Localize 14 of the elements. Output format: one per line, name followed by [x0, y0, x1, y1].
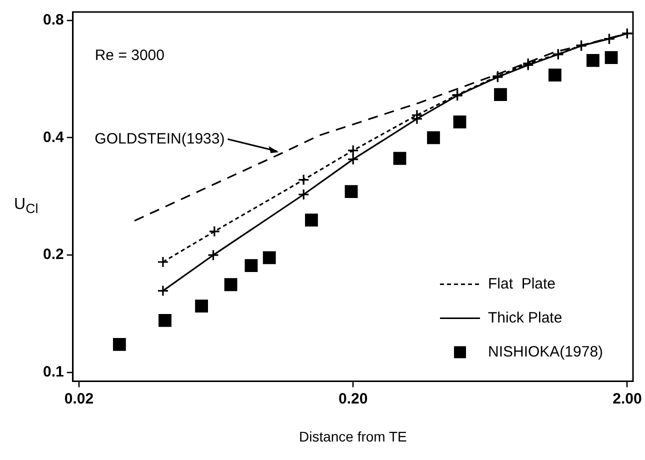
y-axis-title: U$_{Cl}$ [14, 196, 38, 216]
y-tick-label: 0.2 [42, 246, 64, 264]
legend-label: Flat Plate [488, 275, 556, 292]
y-tick-label: 0.4 [42, 128, 64, 146]
y-tick-label: 0.8 [42, 11, 64, 28]
x-tick-label: 0.20 [338, 390, 368, 408]
annotation: Re = 3000 [94, 47, 164, 64]
annotation: GOLDSTEIN(1933) [94, 130, 225, 148]
y-tick-label: 0.1 [42, 364, 64, 381]
legend-label: NISHIOKA(1978) [488, 343, 604, 360]
x-axis-title: Distance from TE [298, 428, 407, 444]
x-tick-label: 0.02 [64, 390, 94, 408]
x-tick-label: 2.00 [612, 390, 642, 408]
legend-label: Thick Plate [488, 309, 562, 326]
